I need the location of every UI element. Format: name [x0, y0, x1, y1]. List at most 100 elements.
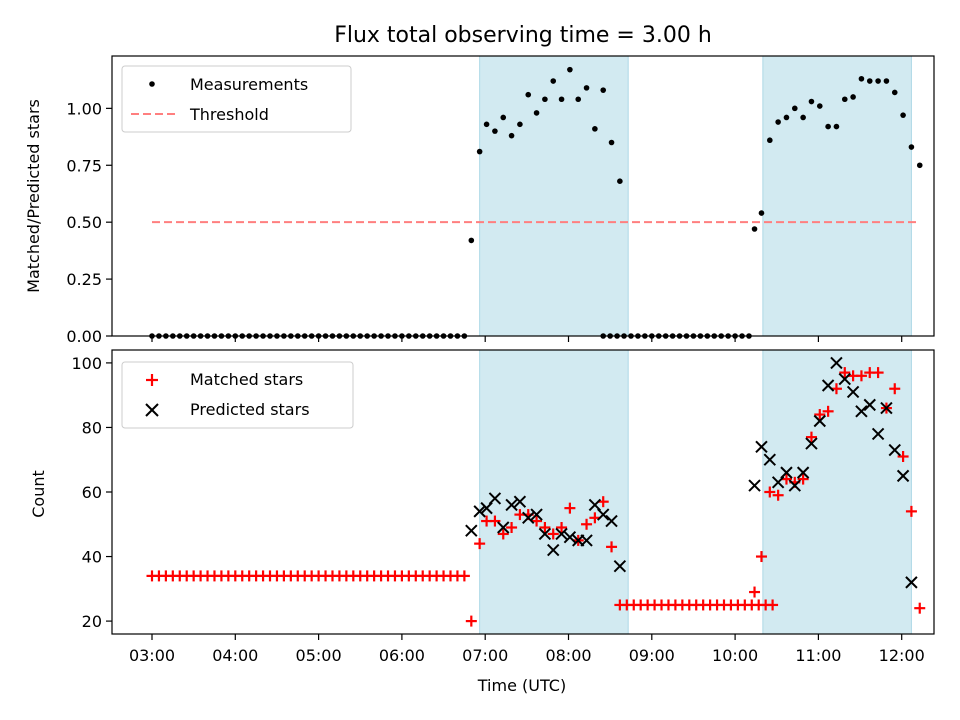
predicted-point [821, 379, 835, 392]
legend-marker-predicted [145, 403, 159, 417]
predicted-point [488, 492, 502, 505]
measurement-point [808, 98, 815, 105]
predicted-point [796, 466, 810, 479]
matched-point [764, 486, 776, 498]
measurement-point [758, 210, 765, 216]
predicted-point [530, 508, 543, 521]
measurement-point [875, 78, 881, 84]
matched-point [855, 370, 867, 382]
top-y-ticks: 0.00 0.25 0.50 0.75 1.00 [66, 99, 112, 346]
measurement-point [500, 114, 507, 121]
predicted-point [880, 401, 893, 415]
measurement-point [900, 112, 906, 118]
y-tick-label: 0.25 [66, 270, 102, 289]
top-axes-frame [111, 55, 935, 337]
bottom-legend-box [121, 361, 354, 429]
matched-point [597, 496, 609, 508]
matched-point [822, 405, 834, 417]
predicted-point [888, 443, 901, 457]
matched-point [606, 541, 618, 553]
matched-point [589, 512, 601, 524]
measurement-point [468, 237, 475, 244]
measurement-point [833, 123, 840, 130]
legend-label-threshold: Threshold [189, 105, 269, 124]
matched-point [474, 538, 486, 550]
x-axis-label: Time (UTC) [477, 676, 566, 695]
shaded-region [762, 349, 912, 635]
matched-point [556, 522, 568, 533]
predicted-point [813, 414, 826, 428]
measurement-point [492, 128, 498, 134]
x-tick-label: 09:00 [629, 646, 675, 665]
matched-point [749, 586, 761, 598]
measurement-point [600, 87, 607, 93]
predicted-point [863, 398, 876, 412]
predicted-point [505, 498, 518, 512]
measurement-point [608, 139, 615, 146]
predicted-point [613, 560, 627, 573]
legend-label-predicted: Predicted stars [190, 400, 310, 419]
top-x-ticks [151, 336, 903, 342]
measurement-point [550, 78, 557, 84]
matched-point [872, 367, 884, 379]
x-tick-label: 08:00 [545, 646, 591, 665]
matched-point [506, 522, 518, 533]
top-shades [479, 55, 912, 337]
legend-label-matched: Matched stars [190, 370, 303, 389]
predicted-point [555, 527, 568, 541]
measurement-point [517, 121, 523, 128]
measurement-point [617, 178, 623, 185]
top-legend: Measurements Threshold [121, 65, 352, 133]
bottom-y-axis-label: Count [29, 470, 48, 518]
matched-point [531, 515, 543, 527]
matched-point [497, 528, 509, 540]
predicted-point [522, 511, 535, 525]
x-tick-label: 07:00 [462, 646, 508, 665]
bottom-shades [479, 349, 912, 635]
predicted-point [547, 543, 560, 557]
predicted-point [763, 453, 777, 466]
x-tick-label: 11:00 [795, 646, 841, 665]
measurement-point [558, 96, 565, 103]
measurement-point [825, 123, 831, 130]
matched-point [489, 515, 501, 527]
bottom-legend: Matched stars Predicted stars [121, 361, 354, 429]
measurement-point [575, 96, 582, 103]
predicted-point [830, 356, 843, 370]
predicted-stars-series [465, 356, 918, 589]
measurement-point [850, 94, 856, 100]
matched-point [839, 367, 851, 379]
predicted-point [755, 440, 768, 454]
predicted-point [538, 527, 552, 541]
x-tick-label: 05:00 [296, 646, 342, 665]
bottom-x-ticks: 03:00 04:00 05:00 06:00 07:00 08:00 09:00 10:00… [129, 634, 925, 665]
predicted-point [465, 524, 478, 537]
measurement-point [883, 78, 890, 84]
matched-point [581, 518, 593, 530]
measurement-point [592, 126, 598, 132]
predicted-point [580, 534, 593, 547]
matched-point [905, 505, 917, 517]
predicted-point [473, 505, 486, 518]
top-y-axis-label: Matched/Predicted stars [24, 99, 43, 293]
shaded-region [762, 55, 912, 337]
bottom-y-ticks: 20 40 60 80 100 [71, 354, 112, 631]
top-panel: 0.00 0.25 0.50 0.75 1.00 Matched/Predicted s… [24, 55, 935, 346]
predicted-point [748, 479, 761, 492]
y-tick-label: 20 [82, 612, 102, 631]
measurement-point [525, 91, 532, 98]
measurement-point [783, 114, 790, 121]
matched-point [564, 502, 576, 514]
x-tick-label: 03:00 [129, 646, 175, 665]
predicted-point [896, 469, 910, 483]
measurement-point [483, 121, 490, 128]
measurement-point [508, 132, 515, 139]
predicted-point [563, 530, 577, 544]
chart-title: Flux total observing time = 3.00 h [334, 23, 712, 48]
measurement-point [908, 144, 915, 150]
measurement-point [791, 105, 798, 112]
measurement-point [583, 85, 590, 91]
measurement-point [567, 66, 573, 73]
predicted-point [871, 427, 885, 441]
measurement-point [775, 119, 781, 125]
